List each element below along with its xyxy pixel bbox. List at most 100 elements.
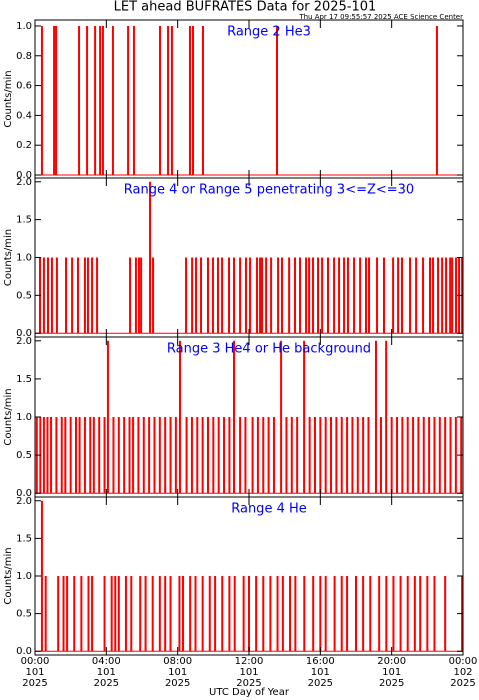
count-spike bbox=[299, 257, 302, 334]
count-spike bbox=[251, 417, 254, 494]
y-tick-label: 2.0 bbox=[16, 177, 32, 188]
count-spike bbox=[92, 417, 95, 494]
y-tick-label: 0.0 bbox=[16, 170, 32, 181]
count-spike bbox=[308, 417, 311, 494]
count-spike bbox=[101, 25, 104, 176]
count-spike bbox=[134, 257, 137, 334]
count-spike bbox=[208, 576, 211, 652]
count-spike bbox=[114, 576, 117, 652]
count-spike bbox=[42, 417, 45, 494]
x-tick-day: 101 bbox=[311, 667, 330, 678]
count-spike bbox=[103, 576, 106, 652]
count-spike bbox=[433, 576, 436, 652]
count-spike bbox=[367, 417, 370, 494]
y-tick-label: 0.5 bbox=[16, 450, 32, 461]
count-spike bbox=[64, 417, 67, 494]
count-spike bbox=[47, 257, 50, 334]
count-spike bbox=[346, 257, 349, 334]
count-spike bbox=[433, 417, 436, 494]
count-spike bbox=[73, 576, 76, 652]
count-spike bbox=[333, 257, 336, 334]
count-spike bbox=[178, 576, 181, 652]
count-spike bbox=[137, 417, 140, 494]
count-spike bbox=[359, 257, 362, 334]
count-spike bbox=[296, 417, 299, 494]
count-spike bbox=[53, 25, 56, 176]
count-spike bbox=[201, 417, 204, 494]
count-spike bbox=[368, 257, 371, 334]
count-spike bbox=[438, 417, 441, 494]
count-spike bbox=[159, 25, 162, 176]
panel-title: Range 4 or Range 5 penetrating 3<=Z<=30 bbox=[124, 183, 414, 198]
count-spike bbox=[182, 576, 185, 652]
count-spike bbox=[132, 25, 135, 176]
count-spike bbox=[233, 576, 236, 652]
count-spike bbox=[333, 576, 336, 652]
x-tick-year: 2025 bbox=[94, 678, 119, 689]
count-spike bbox=[376, 257, 379, 334]
y-tick-label: 1.0 bbox=[16, 412, 32, 423]
count-spike bbox=[189, 576, 192, 652]
count-spike bbox=[294, 576, 297, 652]
count-spike bbox=[148, 417, 151, 494]
count-spike bbox=[324, 417, 327, 494]
count-spike bbox=[214, 576, 217, 652]
count-spike bbox=[294, 257, 297, 334]
y-tick-label: 0.6 bbox=[16, 81, 32, 92]
count-spike bbox=[338, 257, 341, 334]
y-tick-label: 0.0 bbox=[16, 488, 32, 499]
count-spike bbox=[396, 417, 399, 494]
count-spike bbox=[262, 576, 265, 652]
count-spike bbox=[124, 576, 127, 652]
count-spike bbox=[55, 417, 58, 494]
count-spike bbox=[212, 417, 215, 494]
x-tick-label: 08:00 bbox=[163, 656, 192, 667]
count-spike bbox=[178, 340, 181, 494]
count-spike bbox=[130, 576, 133, 652]
count-spike bbox=[42, 257, 45, 334]
x-tick-label: 00:00 bbox=[21, 656, 50, 667]
count-spike bbox=[83, 417, 86, 494]
count-spike bbox=[426, 576, 429, 652]
count-spike bbox=[454, 417, 457, 494]
count-spike bbox=[239, 257, 242, 334]
count-spike bbox=[417, 417, 420, 494]
count-spike bbox=[242, 576, 245, 652]
count-spike bbox=[106, 340, 109, 494]
count-spike bbox=[142, 417, 145, 494]
panel-title: Range 4 He bbox=[231, 502, 307, 517]
count-spike bbox=[117, 576, 120, 652]
count-spike bbox=[191, 257, 194, 334]
count-spike bbox=[40, 25, 43, 176]
count-spike bbox=[127, 25, 130, 176]
count-spike bbox=[355, 576, 357, 652]
x-tick-year: 2025 bbox=[236, 678, 261, 689]
count-spike bbox=[244, 257, 247, 334]
count-spike bbox=[158, 576, 161, 652]
count-spike bbox=[378, 576, 381, 652]
count-spike bbox=[123, 417, 126, 494]
count-spike bbox=[129, 257, 132, 334]
count-spike bbox=[98, 417, 101, 494]
count-spike bbox=[385, 576, 388, 652]
count-spike bbox=[76, 257, 79, 334]
count-spike bbox=[406, 417, 409, 494]
count-spike bbox=[196, 417, 199, 494]
x-tick-day: 101 bbox=[168, 667, 187, 678]
x-tick-label: 20:00 bbox=[377, 656, 406, 667]
count-spike bbox=[249, 257, 252, 334]
count-spike bbox=[128, 417, 131, 494]
count-spike bbox=[428, 417, 431, 494]
count-spike bbox=[285, 417, 288, 494]
count-spike bbox=[259, 257, 262, 334]
count-spike bbox=[280, 257, 283, 334]
y-tick-label: 0.5 bbox=[16, 290, 32, 301]
count-spike bbox=[412, 417, 415, 494]
count-spike bbox=[290, 417, 293, 494]
count-spike bbox=[185, 417, 188, 494]
count-spike bbox=[385, 340, 388, 494]
y-axis-label: Counts/min bbox=[3, 388, 14, 445]
x-tick-day: 101 bbox=[239, 667, 258, 678]
count-spike bbox=[44, 576, 47, 652]
